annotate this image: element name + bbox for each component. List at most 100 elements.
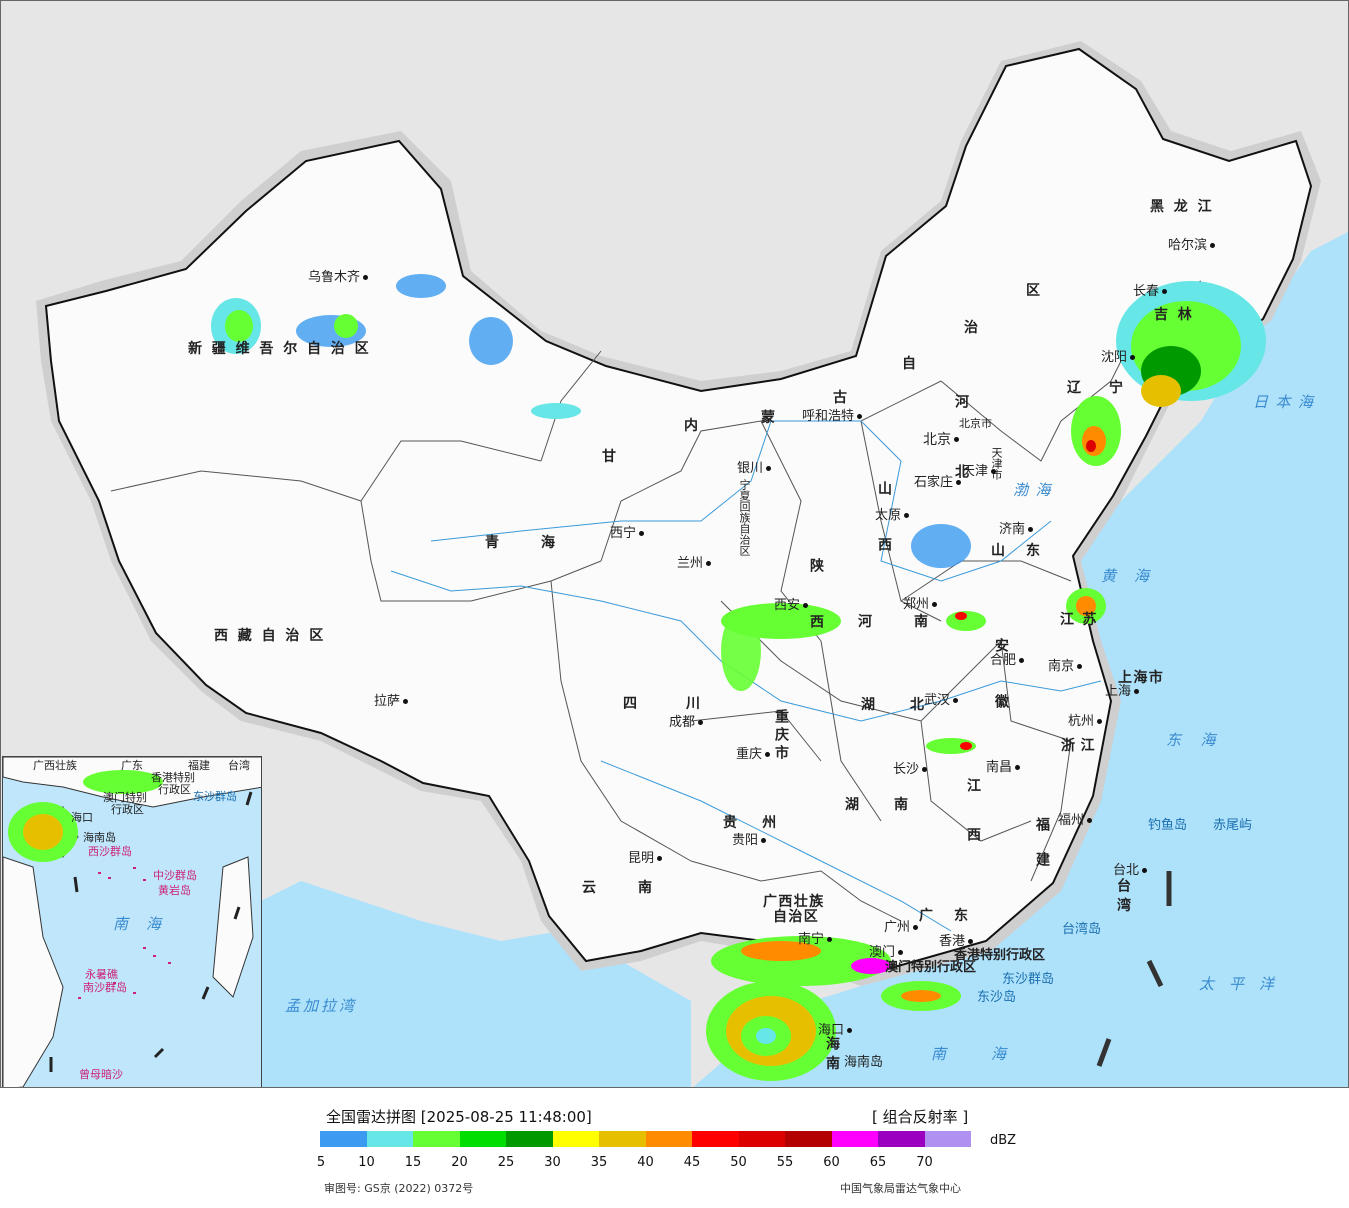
scale-tick: 60 [823, 1155, 840, 1170]
inset-dongsha: 东沙群岛 [193, 790, 237, 803]
province-chongqing-shi: 重庆市 [773, 709, 789, 764]
city-shenyang: 沈阳 [1101, 350, 1128, 365]
color-swatch [785, 1131, 832, 1147]
inset-haikou: 海口 [71, 811, 93, 824]
inset-xisha: 西沙群岛 [88, 845, 132, 858]
sea-east: 东海 [1166, 731, 1236, 749]
city-dot [1142, 868, 1147, 873]
sea-japan: 日本海 [1253, 393, 1321, 411]
city-dot [766, 466, 771, 471]
city-dot [1087, 818, 1092, 823]
city-dot [904, 513, 909, 518]
label-dongsha: 东沙群岛 [1002, 972, 1055, 987]
province-henan: 河南 [858, 614, 970, 630]
inset-hk: 香港特别 [151, 771, 195, 784]
province-liaoning: 辽宁 [1067, 380, 1151, 396]
color-swatch [924, 1131, 971, 1147]
city-taiyuan: 太原 [875, 508, 902, 523]
city-urumqi: 乌鲁木齐 [308, 270, 361, 285]
color-swatch [366, 1131, 413, 1147]
radar-map: 乌鲁木齐 拉萨 西宁 兰州 银川 呼和浩特 北京 天津 石家庄 太原 济南 郑州… [0, 0, 1349, 1088]
label-diaoyu: 钓鱼岛 [1148, 818, 1188, 833]
city-dot [698, 720, 703, 725]
color-swatch [599, 1131, 646, 1147]
city-shanghai: 上海 [1105, 684, 1132, 699]
province-shandong: 山东 [991, 543, 1061, 559]
sea-bengal: 孟加拉湾 [285, 997, 358, 1015]
city-dot [1015, 765, 1020, 770]
city-fuzhou: 福州 [1058, 813, 1085, 828]
inset-huangyan: 黄岩岛 [158, 884, 191, 897]
city-hefei: 合肥 [990, 653, 1017, 668]
city-dot [954, 437, 959, 442]
city-dot [1077, 664, 1082, 669]
city-dot [765, 752, 770, 757]
province-qinghai: 青海 [485, 535, 597, 551]
province-nmg-3: 古 [833, 390, 857, 406]
sea-south: 南海 [931, 1045, 1052, 1063]
color-swatch [738, 1131, 785, 1147]
inset-yongshu: 永暑礁 [85, 968, 118, 981]
color-swatch [459, 1131, 506, 1147]
province-nmg-5: 治 [964, 320, 988, 336]
province-fujian: 福建 [1034, 817, 1050, 887]
map-canvas [36, 41, 1348, 1087]
scale-tick: 10 [358, 1155, 375, 1170]
scale-tick: 55 [776, 1155, 794, 1170]
inset-macau2: 行政区 [111, 803, 144, 816]
city-chongqing: 重庆 [736, 747, 763, 762]
scale-tick: 30 [544, 1155, 561, 1170]
inset-islands [78, 867, 171, 999]
city-tianjin: 天津 [962, 464, 989, 479]
maritime-boundary [1096, 871, 1172, 1067]
scale-tick: 25 [497, 1155, 515, 1170]
review-number: 审图号: GS京 (2022) 0372号 [324, 1182, 474, 1195]
province-jiangsu: 江苏 [1060, 612, 1105, 628]
city-shijiazhuang: 石家庄 [914, 475, 954, 490]
province-gansu: 甘 [602, 449, 626, 465]
city-xian: 西安 [774, 598, 801, 613]
province-hubei: 湖北 [861, 697, 959, 713]
legend-title: 全国雷达拼图 [2025-08-25 11:48:00] [326, 1108, 592, 1126]
province-guangdong: 广东 [919, 908, 989, 924]
province-hainan: 海南 [824, 1036, 840, 1076]
color-swatch [692, 1131, 739, 1147]
city-dot [403, 699, 408, 704]
inset-hainan-island: 海南岛 [83, 831, 116, 844]
color-swatch [878, 1131, 925, 1147]
scale-tick: 45 [683, 1155, 701, 1170]
city-dot [1097, 719, 1102, 724]
city-taibei: 台北 [1113, 863, 1140, 878]
province-hebei: 河北 [953, 394, 969, 534]
agency-credit: 中国气象局雷达气象中心 [840, 1182, 961, 1195]
city-dot [803, 603, 808, 608]
label-ningxia: 宁夏回族自治区 [738, 479, 751, 556]
city-lanzhou: 兰州 [677, 556, 704, 571]
label-macau-sar: 澳门特别行政区 [885, 960, 977, 975]
inset-taiwan: 台湾 [228, 759, 250, 772]
ocean-south [261, 881, 691, 1087]
ocean-east [693, 232, 1348, 1087]
province-nmg-2: 蒙 [761, 410, 785, 426]
label-dongsha-dao: 东沙岛 [977, 990, 1017, 1005]
city-dot [639, 531, 644, 536]
city-kunming: 昆明 [628, 851, 655, 866]
city-dot [847, 1028, 852, 1033]
province-zhejiang: 浙江 [1061, 738, 1101, 754]
province-xinjiang: 新疆维吾尔自治区 [188, 341, 379, 357]
province-guangxi-1: 广西壮族 [763, 894, 825, 910]
province-guangxi-2: 自治区 [773, 909, 820, 925]
province-yunnan: 云南 [582, 880, 694, 896]
city-nanchang: 南昌 [986, 760, 1013, 775]
province-anhui: 安徽 [993, 638, 1009, 750]
province-shanxi: 山西 [876, 481, 892, 593]
city-yinchuan: 银川 [737, 461, 764, 476]
city-harbin: 哈尔滨 [1168, 238, 1208, 253]
sea-bohai: 渤海 [1013, 481, 1059, 499]
china-land [44, 47, 1313, 978]
label-hk-sar: 香港特别行政区 [954, 948, 1046, 963]
province-jilin: 吉林 [1154, 307, 1202, 323]
city-beijing: 北京 [923, 432, 951, 448]
color-swatch [413, 1131, 460, 1147]
legend-unit: dBZ [990, 1133, 1017, 1148]
